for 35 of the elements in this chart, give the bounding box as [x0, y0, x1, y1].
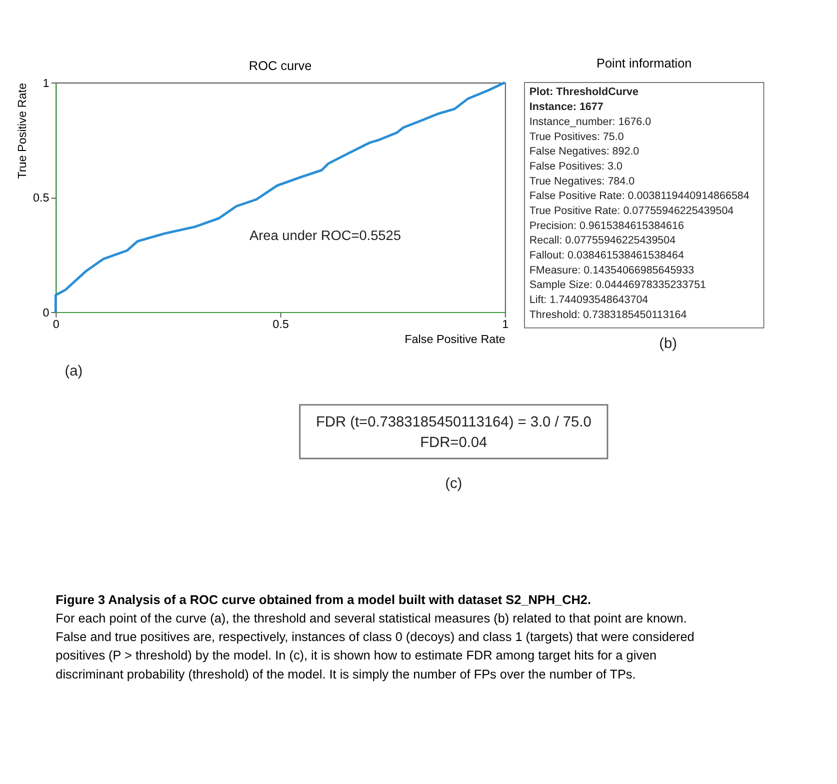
text: Threshold: 0.7383185450113164 — [529, 308, 687, 321]
x-tick-label: 0 — [52, 318, 60, 332]
text: Point information — [596, 56, 692, 70]
text: True Negatives: 784.0 — [529, 175, 635, 188]
text: For each point of the curve (a), the threshold and several statistical measures (b) related to that point are known. False and true positives are, respectively, instances of class 0 (decoys) and class 1 (targets) that were considered positives (P > threshold) by the model. In (c), it is shown how to estimate FDR among target hits for a given discriminant probability (threshold) of the model. It is simply the number of FPs over the number of TPs. — [56, 612, 694, 682]
text: FMeasure: 0.14354066985645933 — [529, 264, 694, 276]
text: (b) — [659, 336, 677, 352]
y-tick-label: 1 — [42, 76, 50, 90]
y-tick-label: 0 — [42, 306, 50, 320]
text: False Positives: 3.0 — [529, 160, 622, 172]
caption: Figure 3 Analysis of a ROC curve obtained from a model built with dataset S2_NPH_CH2. — [56, 593, 592, 608]
text: Plot: ThresholdCurve — [529, 86, 639, 98]
line-series — [54, 81, 506, 314]
text: Fallout: 0.038461538461538464 — [529, 250, 684, 262]
text: False Negatives: 892.0 — [529, 146, 640, 158]
text: (c) — [445, 476, 462, 492]
text: False Positive Rate: 0.0038119440914866584 — [529, 190, 750, 202]
text: Sample Size: 0.04446978335233751 — [529, 279, 706, 292]
text: Lift: 1.744093548643704 — [529, 294, 648, 306]
text: (a) — [64, 364, 83, 380]
x-axis-title: False Positive Rate — [404, 332, 506, 346]
text: True Positive Rate: 0.07755946225439504 — [529, 204, 734, 217]
y-tick-label: 0.5 — [33, 192, 50, 205]
text: True Positives: 75.0 — [529, 130, 624, 143]
text: FDR (t=0.7383185450113164) = 3.0 / 75.0 — [316, 414, 592, 430]
text: FDR=0.04 — [420, 434, 488, 451]
x-tick-label: 0.5 — [272, 318, 290, 332]
text: Instance_number: 1676.0 — [529, 116, 652, 128]
x-tick-label: 1 — [502, 318, 509, 332]
y-axis-title: True Positive Rate — [16, 83, 30, 179]
annotation: Area under ROC=0.5525 — [250, 228, 402, 244]
chart-title: ROC curve — [248, 58, 312, 73]
text: Precision: 0.9615384615384616 — [529, 220, 684, 232]
text: Recall: 0.07755946225439504 — [529, 234, 676, 247]
text: Instance: 1677 — [529, 101, 604, 114]
